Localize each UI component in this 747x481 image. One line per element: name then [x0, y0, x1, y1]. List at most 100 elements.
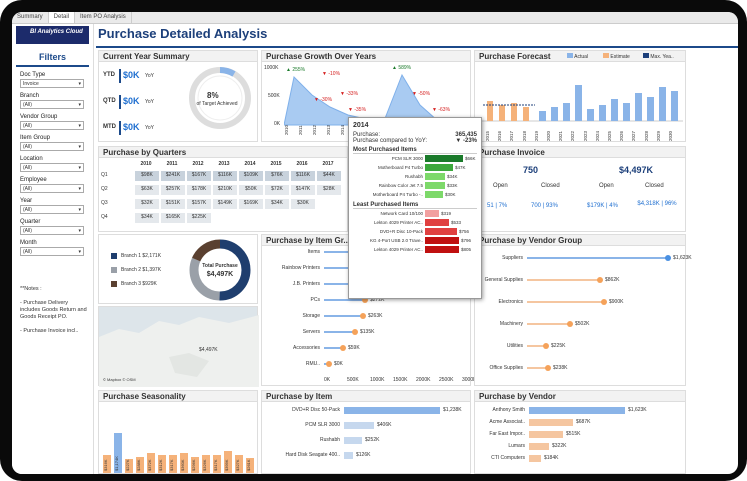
lollipop-dot[interactable]: [340, 345, 346, 351]
season-bar[interactable]: [136, 457, 144, 473]
quarter-cell[interactable]: $151K: [161, 199, 185, 209]
quarter-cell[interactable]: $109K: [239, 171, 263, 181]
vendor-bar[interactable]: [529, 419, 573, 426]
period-label: YTD: [103, 72, 115, 78]
quarter-cell[interactable]: $50K: [239, 185, 263, 195]
quarter-cell[interactable]: $116K: [213, 171, 237, 181]
tab-detail[interactable]: Detail: [48, 12, 76, 23]
quarter-cell[interactable]: $32K: [135, 199, 159, 209]
quarter-cell[interactable]: $28K: [317, 185, 341, 195]
item-bar[interactable]: [344, 452, 353, 459]
quarter-cell[interactable]: $147K: [291, 185, 315, 195]
lollipop-dot[interactable]: [665, 255, 671, 261]
quarter-cell[interactable]: $76K: [265, 171, 289, 181]
vendor-bar[interactable]: [529, 455, 541, 462]
season-bar[interactable]: [191, 457, 199, 473]
season-bar[interactable]: [125, 459, 133, 473]
item-label: DVD+R Disc 50-Pack: [292, 407, 340, 413]
season-bar[interactable]: [103, 455, 111, 473]
tip-item-label: Lekton 4029 Printer AC..: [373, 247, 423, 252]
panel-title: Purchase by Vendor Group: [475, 235, 685, 246]
quarter-cell[interactable]: $167K: [187, 171, 211, 181]
item-value: $126K: [356, 452, 371, 458]
legend-swatch: [111, 253, 117, 259]
season-bar[interactable]: [235, 455, 243, 473]
lollipop-dot[interactable]: [362, 297, 368, 303]
item-bar[interactable]: [344, 422, 374, 429]
quarter-cell[interactable]: $34K: [265, 199, 289, 209]
quarter-cell[interactable]: $210K: [213, 185, 237, 195]
chevron-down-icon: ▾: [78, 81, 81, 87]
lollipop-dot[interactable]: [567, 321, 573, 327]
tab-summary[interactable]: Summary: [12, 12, 49, 23]
legend-estimate: Estimate: [603, 53, 630, 60]
quarter-cell[interactable]: $169K: [239, 199, 263, 209]
lollipop-dot[interactable]: [543, 343, 549, 349]
vendor-bar[interactable]: [529, 407, 625, 414]
vendor-bar[interactable]: [529, 431, 563, 438]
branch-map[interactable]: $4,497K © Mapbox © OSM: [98, 306, 259, 387]
quarter-cell[interactable]: $257K: [161, 185, 185, 195]
most-purchased-title: Most Purchased Items: [353, 147, 477, 154]
season-bar[interactable]: [114, 433, 122, 473]
lollipop-dot[interactable]: [545, 365, 551, 371]
map-land: [99, 315, 259, 387]
season-bar[interactable]: [158, 455, 166, 473]
quarter-cell[interactable]: $149K: [213, 199, 237, 209]
season-bar[interactable]: [180, 453, 188, 473]
filter-select[interactable]: (All) ▾: [20, 226, 84, 235]
quarter-cell[interactable]: $178K: [187, 185, 211, 195]
lollipop-dot[interactable]: [326, 361, 332, 367]
x-tick: 2017: [509, 130, 515, 141]
season-label: $327K: [235, 459, 240, 471]
period-sub: YoY: [145, 125, 154, 131]
forecast-chart[interactable]: [479, 65, 683, 125]
quarter-cell[interactable]: $165K: [161, 213, 185, 223]
quarter-cell[interactable]: $30K: [291, 199, 315, 209]
quarter-cell[interactable]: $34K: [135, 213, 159, 223]
quarter-cell[interactable]: $157K: [187, 199, 211, 209]
filter-select[interactable]: (All) ▾: [20, 184, 84, 193]
vendor-group-value: $238K: [553, 365, 568, 371]
vendor-bar[interactable]: [529, 443, 549, 450]
item-bar[interactable]: [344, 407, 440, 414]
vendor-group-value: $900K: [609, 299, 624, 305]
season-bar[interactable]: [202, 455, 210, 473]
quarter-cell[interactable]: $44K: [317, 171, 341, 181]
season-bar[interactable]: [147, 453, 155, 473]
lollipop-dot[interactable]: [597, 277, 603, 283]
season-bar[interactable]: [224, 451, 232, 473]
year-header: 2012: [192, 161, 204, 167]
x-tick: 2025: [607, 130, 612, 141]
quarter-cell[interactable]: $72K: [265, 185, 289, 195]
filter-value: (All): [23, 249, 32, 255]
tab-item-po-analysis[interactable]: Item PO Analysis: [75, 12, 132, 23]
season-bar[interactable]: [169, 455, 177, 473]
item-group-value: $272K: [370, 297, 385, 303]
lollipop-dot[interactable]: [360, 313, 366, 319]
filter-select[interactable]: (All) ▾: [20, 121, 84, 130]
filter-label: Year: [20, 198, 33, 204]
filter-select[interactable]: (All) ▾: [20, 205, 84, 214]
lollipop-dot[interactable]: [601, 299, 607, 305]
filter-label: Location: [20, 156, 43, 162]
filter-select[interactable]: Invoice ▾: [20, 79, 84, 88]
season-bar[interactable]: [246, 458, 254, 473]
item-bar[interactable]: [344, 437, 362, 444]
quarter-cell[interactable]: $225K: [187, 213, 211, 223]
page-title: Purchase Detailed Analysis: [98, 26, 268, 41]
least-item-row: KG 4-Port USB 2.0 Trave.. $796: [353, 236, 477, 245]
quarter-cell[interactable]: $116K: [291, 171, 315, 181]
filter-select[interactable]: (All) ▾: [20, 247, 84, 256]
quarter-cell[interactable]: $241K: [161, 171, 185, 181]
lollipop-dot[interactable]: [352, 329, 358, 335]
season-bar[interactable]: [213, 455, 221, 473]
filter-select[interactable]: (All) ▾: [20, 163, 84, 172]
note-line: - Purchase Delivery includes Goods Retur…: [20, 300, 87, 320]
quarter-cell[interactable]: $98K: [135, 171, 159, 181]
filter-select[interactable]: (All) ▾: [20, 100, 84, 109]
quarter-cell[interactable]: $63K: [135, 185, 159, 195]
tooltip-purchase-label: Purchase:: [353, 132, 381, 138]
branch-donut[interactable]: [187, 237, 253, 303]
filter-select[interactable]: (All) ▾: [20, 142, 84, 151]
